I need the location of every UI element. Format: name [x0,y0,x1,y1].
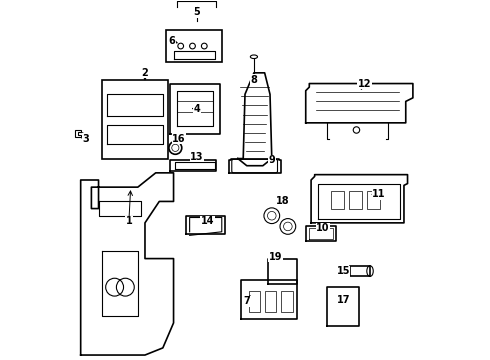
Bar [281,291,293,312]
Bar [350,266,370,276]
Text: 18: 18 [276,197,289,206]
Bar [102,80,168,158]
Text: 7: 7 [244,296,250,306]
Text: 13: 13 [190,152,203,162]
Text: 12: 12 [358,78,371,89]
Text: 17: 17 [337,295,350,305]
Text: 5: 5 [194,7,200,17]
Bar [367,191,380,208]
Text: 6: 6 [169,36,175,46]
Text: 8: 8 [250,75,257,85]
Text: 1: 1 [125,216,132,226]
Bar [167,30,222,62]
Text: 2: 2 [142,68,148,78]
Text: 11: 11 [372,189,386,199]
Text: 15: 15 [337,266,350,276]
Text: 4: 4 [194,104,200,113]
Text: 10: 10 [316,223,330,233]
Bar [248,291,260,312]
Text: 3: 3 [83,134,89,144]
Text: 19: 19 [269,252,282,262]
Bar [349,191,362,208]
Text: 14: 14 [201,216,214,226]
Bar [265,291,276,312]
Text: 16: 16 [172,134,186,144]
Bar [331,191,344,208]
Text: 9: 9 [269,156,275,165]
